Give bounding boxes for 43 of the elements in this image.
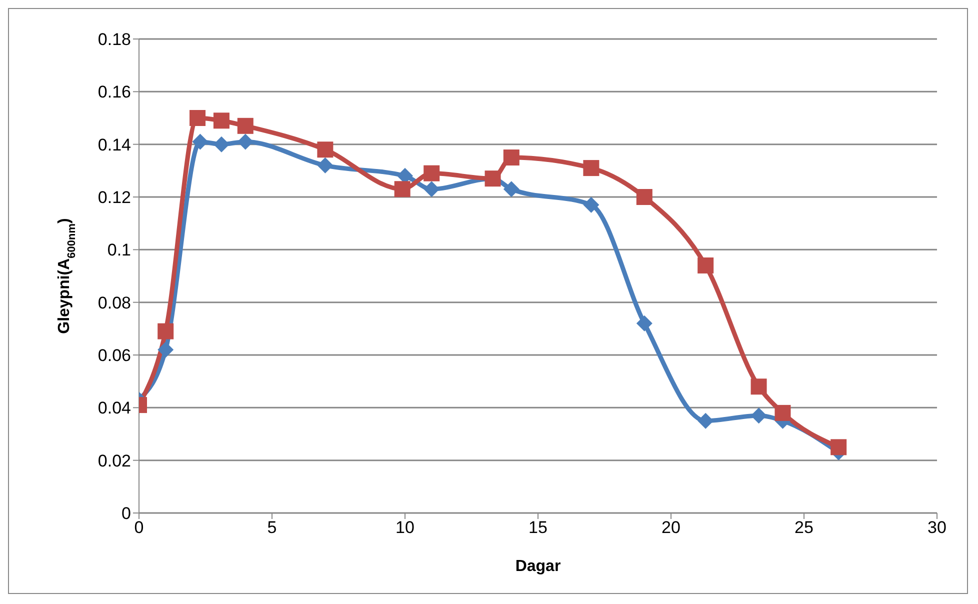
point [698,412,714,429]
point [213,112,230,129]
y-tick-label: 0.08 [98,293,131,312]
y-tick-label: 0.16 [98,82,131,102]
point [190,110,206,126]
y-tick-label: 0 [122,504,131,524]
point [317,157,334,174]
point [213,136,230,152]
y-tick-label: 0.02 [98,451,131,470]
x-tick-label: 25 [794,518,814,538]
y-tick-label: 0.06 [98,346,131,366]
point [698,257,714,274]
y-tick-label: 0.1 [107,240,131,260]
point [317,142,334,158]
point [583,160,600,176]
x-tick-label: 10 [396,518,414,538]
y-tick-label: 0.18 [98,30,131,50]
point [774,404,791,421]
point [424,181,440,198]
y-tick-label: 0.12 [98,188,131,208]
x-tick-label: 5 [267,518,277,538]
point [583,196,600,213]
point [424,165,440,182]
point [503,150,520,166]
point [830,439,847,456]
x-tick-label: 0 [134,518,144,538]
point [192,134,208,150]
point [636,315,652,332]
x-tick-label: 30 [928,518,946,538]
x-axis-title: Dagar [515,558,561,575]
y-tick-label: 0.04 [98,398,131,418]
y-tick-label: 0.14 [98,135,131,154]
point [394,181,410,198]
point [158,342,174,358]
point [158,323,174,340]
point [503,181,520,198]
point [750,378,767,395]
x-tick-label: 15 [528,518,548,538]
point [237,134,254,150]
point [636,189,652,205]
x-tick-label: 20 [662,518,680,538]
point [750,408,767,424]
point [237,118,254,134]
